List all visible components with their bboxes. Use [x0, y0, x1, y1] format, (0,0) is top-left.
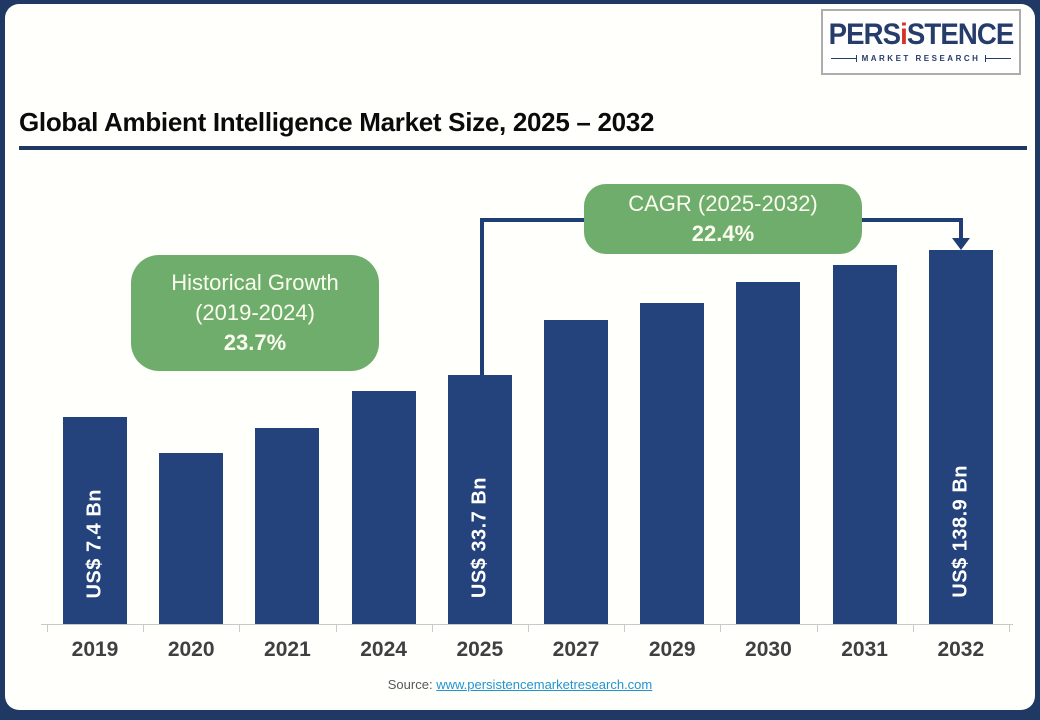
logo-subtitle: MARKET RESEARCH: [861, 53, 981, 63]
historical-growth-line2: (2019-2024): [195, 300, 315, 325]
persistence-logo: PERS i STENCE MARKET RESEARCH: [821, 9, 1021, 75]
cagr-arrow-head-icon: [952, 238, 970, 250]
x-label-2029: 2029: [648, 638, 696, 661]
x-label-2031: 2031: [841, 638, 888, 661]
cagr-value: 22.4%: [691, 221, 755, 246]
page-title: Global Ambient Intelligence Market Size,…: [19, 107, 655, 137]
plot-area: US$ 7.4 Bn 2019 2020 2021 2024 US$ 33.7 Bn 202…: [5, 4, 1035, 710]
bar-2032: US$ 138.9 Bn: [928, 250, 993, 624]
x-axis-tick: [528, 624, 529, 632]
x-label-2021: 2021: [264, 638, 311, 661]
x-label-2025: 2025: [456, 638, 504, 661]
bar-2029: [640, 303, 705, 624]
x-axis-tick: [720, 624, 722, 632]
x-axis-tick: [431, 624, 433, 632]
logo-wordmark-i: i: [900, 17, 908, 51]
x-axis-tick: [47, 624, 48, 632]
x-label-2027: 2027: [552, 638, 600, 661]
bar-2021: [255, 428, 320, 624]
logo-subtitle-row: MARKET RESEARCH: [831, 54, 1011, 63]
x-label-2019: 2019: [71, 638, 119, 661]
historical-growth-value: 23.7%: [223, 330, 287, 355]
x-axis-tick: [335, 624, 337, 632]
x-axis-line: [41, 624, 1013, 625]
x-axis-tick: [239, 624, 241, 632]
bar-value-label-2019: US$ 7.4 Bn: [83, 488, 106, 598]
logo-wordmark-pre: PERS: [828, 17, 901, 51]
cagr-line1: CAGR (2025-2032): [628, 191, 818, 216]
x-axis-tick: [816, 624, 818, 632]
source-link[interactable]: www.persistencemarketresearch.com: [436, 677, 653, 692]
bar-value-label-2032: US$ 138.9 Bn: [949, 465, 972, 598]
title-underline: [19, 146, 1027, 150]
bar-2020: [159, 453, 224, 624]
logo-wordmark: PERS i STENCE: [829, 17, 1015, 51]
bar-2025: US$ 33.7 Bn: [447, 375, 512, 624]
bar-2027: [544, 320, 608, 624]
x-label-2020: 2020: [167, 638, 215, 661]
bar-2019: US$ 7.4 Bn: [63, 417, 127, 624]
cagr-callout: CAGR (2025-2032) 22.4%: [584, 184, 862, 254]
source-line: Source: www.persistencemarketresearch.co…: [5, 677, 1035, 692]
cagr-connector-vertical-right: [959, 218, 963, 240]
infographic-card: PERS i STENCE MARKET RESEARCH Global Ambie…: [5, 4, 1035, 710]
x-label-2032: 2032: [937, 638, 985, 661]
bar-2031: [832, 265, 897, 624]
x-axis-tick: [143, 624, 145, 632]
x-label-2030: 2030: [745, 638, 792, 661]
source-prefix: Source:: [387, 677, 433, 692]
logo-rule-left: [831, 54, 857, 62]
bar-2024: [351, 391, 416, 624]
x-axis-tick: [1009, 624, 1010, 632]
logo-rule-right: [985, 54, 1011, 62]
x-axis-tick: [912, 624, 914, 632]
logo-wordmark-post: STENCE: [906, 17, 1014, 51]
x-axis-tick: [624, 624, 626, 632]
bar-value-label-2025: US$ 33.7 Bn: [468, 476, 491, 598]
x-label-2024: 2024: [360, 638, 407, 661]
historical-growth-callout: Historical Growth (2019-2024) 23.7%: [131, 255, 379, 371]
historical-growth-line1: Historical Growth: [171, 270, 339, 295]
cagr-connector-vertical-left: [480, 218, 484, 378]
bar-2030: [736, 282, 801, 624]
